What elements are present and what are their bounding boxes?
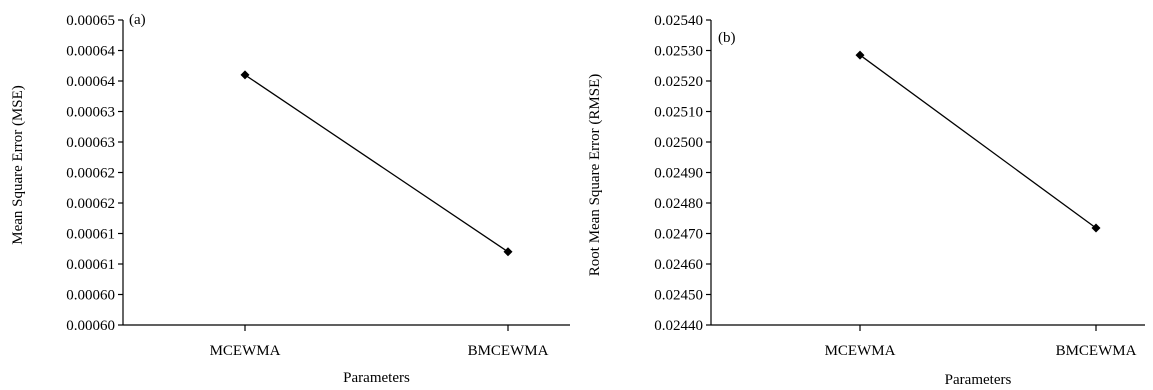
y-tick-label-b: 0.02530	[654, 44, 703, 60]
y-tick-label-b: 0.02450	[654, 288, 703, 304]
y-tick-label-b: 0.02500	[654, 135, 703, 151]
y-tick-label-a: 0.00060	[66, 288, 115, 304]
series-line-a	[244, 74, 509, 253]
y-tick-label-a: 0.00063	[66, 105, 115, 121]
y-tick-label-a: 0.00064	[66, 44, 115, 60]
y-tick-label-a: 0.00062	[66, 166, 115, 182]
data-point-a	[240, 70, 250, 80]
y-axis-label-b: Root Mean Square Error (RMSE)	[587, 74, 603, 276]
x-tick-label-a: MCEWMA	[210, 343, 281, 359]
series-line-b	[859, 54, 1097, 229]
y-tick-label-a: 0.00063	[66, 135, 115, 151]
y-tick-label-a: 0.00061	[66, 227, 115, 243]
data-point-b	[1091, 223, 1101, 233]
panel-label-a: (a)	[129, 12, 146, 28]
panel-label-b: (b)	[718, 30, 736, 46]
y-tick-label-a: 0.00064	[66, 74, 115, 90]
y-tick-label-b: 0.02460	[654, 257, 703, 273]
data-point-b	[855, 50, 865, 60]
x-axis-label-a: Parameters	[343, 370, 410, 386]
y-tick-label-a: 0.00065	[66, 13, 115, 29]
x-axis-label-b: Parameters	[945, 372, 1012, 388]
panel-b-rmse-chart: 0.02440 0.02450 0.02460 0.02470 0.02480 0.024…	[587, 13, 1145, 388]
y-tick-label-b: 0.02440	[654, 318, 703, 334]
x-tick-label-b: BMCEWMA	[1056, 343, 1137, 359]
y-tick-label-b: 0.02470	[654, 227, 703, 243]
y-tick-label-a: 0.00060	[66, 318, 115, 334]
y-tick-label-b: 0.02510	[654, 105, 703, 121]
y-tick-label-a: 0.00062	[66, 196, 115, 212]
x-tick-label-b: MCEWMA	[825, 343, 896, 359]
y-tick-label-b: 0.02520	[654, 74, 703, 90]
panel-a-mse-chart: 0.00060 0.00060 0.00061 0.00061 0.00062 0.000…	[10, 12, 570, 386]
y-tick-label-a: 0.00061	[66, 257, 115, 273]
data-point-a	[503, 247, 513, 257]
y-tick-label-b: 0.02480	[654, 196, 703, 212]
x-tick-label-a: BMCEWMA	[468, 343, 549, 359]
y-tick-label-b: 0.02540	[654, 13, 703, 29]
y-tick-label-b: 0.02490	[654, 166, 703, 182]
y-axis-label-a: Mean Square Error (MSE)	[10, 85, 26, 245]
